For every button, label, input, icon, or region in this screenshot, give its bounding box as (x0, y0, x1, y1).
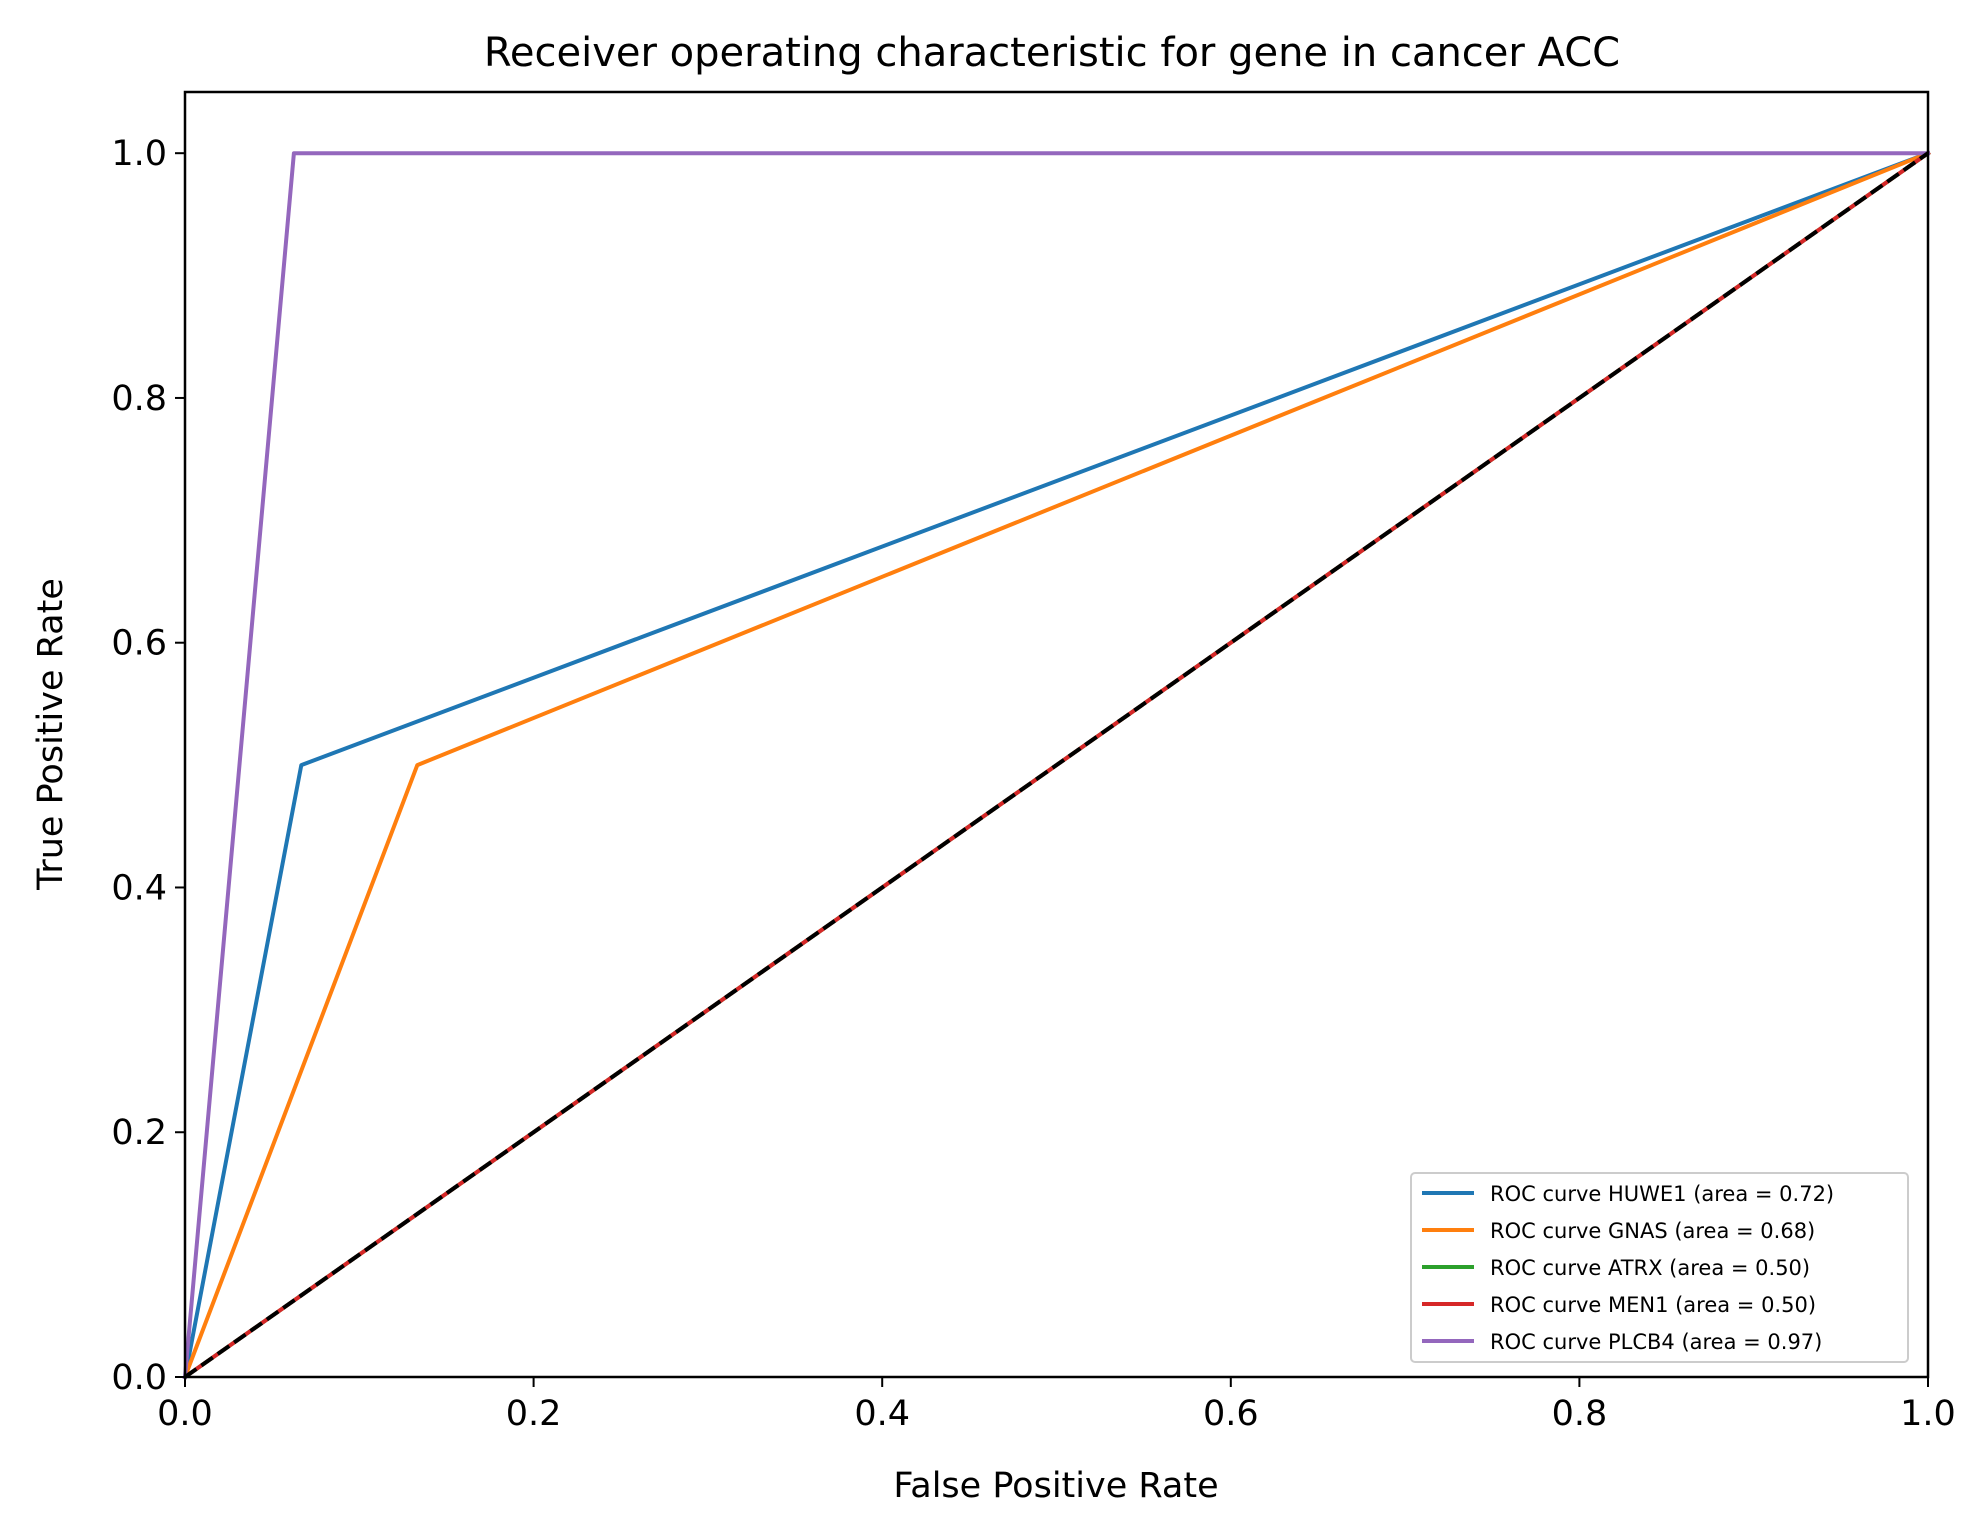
x-axis-label: False Positive Rate (893, 1466, 1218, 1506)
legend-label-roc-curve-gnas-area-0-68: ROC curve GNAS (area = 0.68) (1490, 1219, 1815, 1243)
series-line-2 (182, 150, 1931, 1380)
chart-title: Receiver operating characteristic for ge… (484, 30, 1620, 76)
y-tick-label: 0.2 (111, 1113, 167, 1153)
reference-layer (183, 151, 1930, 1379)
x-tick-label: 1.0 (1900, 1394, 1956, 1434)
x-tick-label: 0.6 (1203, 1394, 1259, 1434)
legend-label-roc-curve-plcb4-area-0-97: ROC curve PLCB4 (area = 0.97) (1490, 1330, 1822, 1354)
series-line-5 (182, 151, 1930, 1380)
y-tick-label: 1.0 (111, 134, 167, 174)
series-line-1 (182, 150, 1931, 1380)
y-axis-label: True Positive Rate (31, 578, 71, 891)
y-tick-label: 0.4 (111, 868, 167, 908)
legend-label-roc-curve-atrx-area-0-50: ROC curve ATRX (area = 0.50) (1490, 1256, 1810, 1280)
y-axis: 0.0 0.2 0.4 0.6 0.8 1.0 (111, 134, 185, 1398)
reference-diagonal-line (183, 151, 1930, 1379)
legend-label-roc-curve-men1-area-0-50: ROC curve MEN1 (area = 0.50) (1490, 1293, 1816, 1317)
y-tick-label: 0.0 (111, 1358, 167, 1398)
plot-frame (183, 90, 1930, 1379)
legend-label-roc-curve-huwe1-area-0-72: ROC curve HUWE1 (area = 0.72) (1490, 1182, 1834, 1206)
legend: ROC curve HUWE1 (area = 0.72) ROC curve G… (1410, 1172, 1909, 1363)
y-tick-label: 0.8 (111, 379, 167, 419)
x-tick-label: 0.2 (506, 1394, 562, 1434)
x-tick-label: 0.8 (1552, 1394, 1608, 1434)
x-tick-label: 0.0 (157, 1394, 213, 1434)
y-tick-label: 0.6 (111, 624, 167, 664)
legend-box (1410, 1172, 1909, 1363)
x-axis: 0.0 0.2 0.4 0.6 0.8 1.0 (157, 1377, 1956, 1434)
x-tick-label: 0.4 (854, 1394, 910, 1434)
